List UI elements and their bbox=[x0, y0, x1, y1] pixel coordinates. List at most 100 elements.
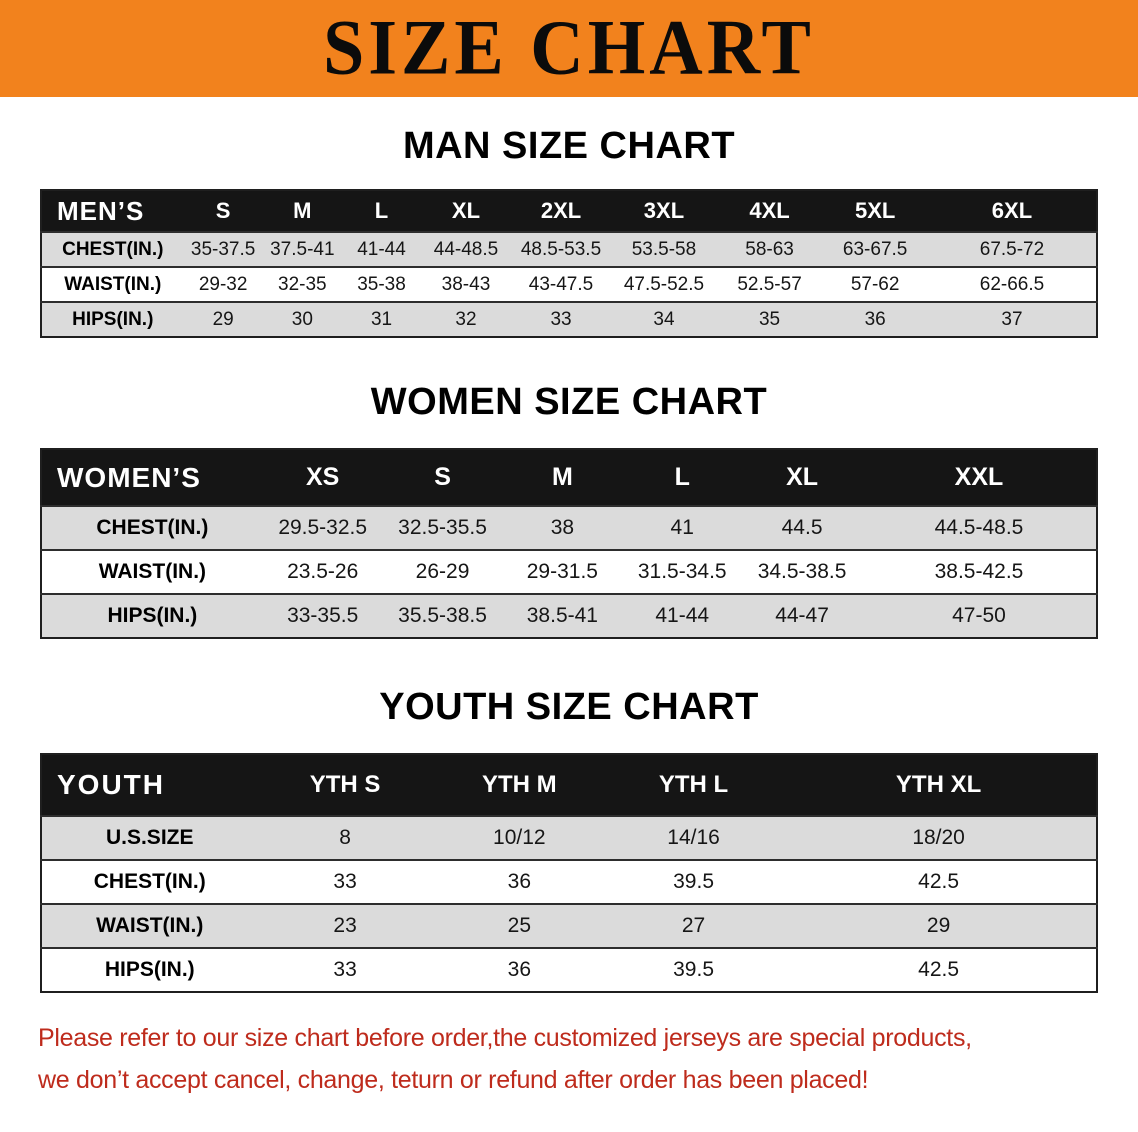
size-cell: 41-44 bbox=[655, 604, 710, 627]
size-cell: 29-32 bbox=[198, 273, 248, 295]
row-label-hips: HIPS(IN.) bbox=[72, 308, 154, 330]
size-cell: 25 bbox=[507, 914, 532, 937]
size-cell: 38.5-42.5 bbox=[934, 560, 1024, 583]
col-header-xl: XL bbox=[451, 198, 481, 223]
size-cell: 38-43 bbox=[441, 273, 491, 295]
size-cell: 27 bbox=[681, 914, 706, 937]
size-cell: 47.5-52.5 bbox=[623, 273, 705, 295]
col-header-l: L bbox=[674, 463, 690, 491]
men-size-table: MEN’S S M L XL 2XL 3XL 4XL 5XL 6XL CHEST… bbox=[40, 189, 1098, 338]
size-cell: 38 bbox=[550, 516, 575, 539]
size-cell: 32.5-35.5 bbox=[398, 516, 487, 539]
men-chest-row: CHEST(IN.) 35-37.5 37.5-41 41-44 44-48.5… bbox=[41, 232, 1097, 267]
size-cell: 30 bbox=[291, 308, 313, 330]
size-cell: 57-62 bbox=[850, 273, 900, 295]
women-size-chart-heading: WOMEN SIZE CHART bbox=[370, 381, 768, 423]
size-cell: 52.5-57 bbox=[737, 273, 802, 295]
women-table-section: WOMEN’S XS S M L XL XXL CHEST(IN.) 29.5-… bbox=[0, 448, 1138, 639]
men-waist-row: WAIST(IN.) 29-32 32-35 35-38 38-43 43-47… bbox=[41, 267, 1097, 302]
col-header-6xl: 6XL bbox=[991, 198, 1033, 223]
men-table-title: MEN’S bbox=[57, 195, 145, 226]
men-header-row: MEN’S S M L XL 2XL 3XL 4XL 5XL 6XL bbox=[41, 190, 1097, 232]
size-cell: 41 bbox=[670, 516, 694, 539]
row-label-waist: WAIST(IN.) bbox=[98, 560, 207, 583]
disclaimer-note: Please refer to our size chart before or… bbox=[0, 1017, 1138, 1101]
size-cell: 62-66.5 bbox=[979, 273, 1045, 295]
size-cell: 63-67.5 bbox=[842, 238, 908, 260]
size-cell: 29 bbox=[212, 308, 234, 330]
size-cell: 26-29 bbox=[415, 560, 470, 583]
size-cell: 36 bbox=[507, 958, 532, 981]
col-header-2xl: 2XL bbox=[540, 198, 582, 223]
size-cell: 35.5-38.5 bbox=[398, 604, 487, 627]
size-cell: 32 bbox=[455, 308, 477, 330]
size-cell: 44-47 bbox=[775, 604, 829, 627]
row-label-waist: WAIST(IN.) bbox=[64, 273, 162, 295]
row-label-chest: CHEST(IN.) bbox=[62, 238, 164, 260]
size-cell: 33 bbox=[550, 308, 572, 330]
youth-table-title: YOUTH bbox=[57, 769, 165, 800]
col-header-yth-l: YTH L bbox=[658, 771, 729, 798]
size-cell: 38.5-41 bbox=[526, 604, 598, 627]
size-cell: 29.5-32.5 bbox=[278, 516, 368, 539]
size-cell: 36 bbox=[864, 308, 886, 330]
size-cell: 35 bbox=[758, 308, 781, 330]
size-cell: 42.5 bbox=[918, 958, 960, 981]
women-chest-row: CHEST(IN.) 29.5-32.5 32.5-35.5 38 41 44.… bbox=[41, 506, 1097, 550]
women-hips-row: HIPS(IN.) 33-35.5 35.5-38.5 38.5-41 41-4… bbox=[41, 594, 1097, 638]
size-cell: 29 bbox=[926, 914, 951, 937]
women-waist-row: WAIST(IN.) 23.5-26 26-29 29-31.5 31.5-34… bbox=[41, 550, 1097, 594]
col-header-m: M bbox=[551, 463, 573, 491]
col-header-xs: XS bbox=[306, 463, 340, 491]
size-cell: 33 bbox=[333, 958, 357, 981]
size-cell: 33-35.5 bbox=[287, 604, 359, 627]
size-cell: 34 bbox=[653, 308, 675, 330]
col-header-l: L bbox=[374, 198, 389, 223]
size-cell: 8 bbox=[339, 826, 351, 849]
youth-waist-row: WAIST(IN.) 23 25 27 29 bbox=[41, 904, 1097, 948]
youth-header-row: YOUTH YTH S YTH M YTH L YTH XL bbox=[41, 754, 1097, 816]
size-cell: 44-48.5 bbox=[433, 238, 499, 260]
size-cell: 47-50 bbox=[952, 604, 1006, 627]
size-cell: 31.5-34.5 bbox=[637, 560, 727, 583]
col-header-m: M bbox=[293, 198, 312, 223]
youth-ussize-row: U.S.SIZE 8 10/12 14/16 18/20 bbox=[41, 816, 1097, 860]
size-cell: 58-63 bbox=[745, 238, 794, 260]
women-table-title: WOMEN’S bbox=[57, 461, 201, 493]
page-title: SIZE CHART bbox=[323, 4, 815, 92]
size-cell: 29-31.5 bbox=[526, 560, 598, 583]
women-header-row: WOMEN’S XS S M L XL XXL bbox=[41, 449, 1097, 506]
col-header-s: S bbox=[434, 463, 451, 491]
men-table-section: MEN’S S M L XL 2XL 3XL 4XL 5XL 6XL CHEST… bbox=[0, 189, 1138, 338]
size-cell: 53.5-58 bbox=[631, 238, 697, 260]
size-cell: 43-47.5 bbox=[528, 273, 594, 295]
youth-table-section: YOUTH YTH S YTH M YTH L YTH XL U.S.SIZE … bbox=[0, 753, 1138, 993]
size-cell: 37 bbox=[1001, 308, 1023, 330]
size-cell: 14/16 bbox=[667, 826, 720, 849]
row-label-chest: CHEST(IN.) bbox=[93, 870, 206, 893]
size-cell: 44.5-48.5 bbox=[934, 516, 1024, 539]
disclaimer-line-1: Please refer to our size chart before or… bbox=[38, 1024, 972, 1052]
youth-size-table: YOUTH YTH S YTH M YTH L YTH XL U.S.SIZE … bbox=[40, 753, 1098, 993]
size-cell: 32-35 bbox=[278, 273, 327, 295]
size-cell: 35-37.5 bbox=[190, 238, 256, 260]
size-cell: 31 bbox=[370, 308, 393, 330]
size-cell: 18/20 bbox=[912, 826, 965, 849]
col-header-xxl: XXL bbox=[954, 463, 1004, 491]
size-cell: 23.5-26 bbox=[287, 560, 359, 583]
men-hips-row: HIPS(IN.) 29 30 31 32 33 34 35 36 37 bbox=[41, 302, 1097, 337]
col-header-yth-xl: YTH XL bbox=[895, 771, 982, 798]
women-size-table: WOMEN’S XS S M L XL XXL CHEST(IN.) 29.5-… bbox=[40, 448, 1098, 639]
size-cell: 34.5-38.5 bbox=[757, 560, 847, 583]
row-label-us-size: U.S.SIZE bbox=[105, 826, 194, 849]
size-cell: 39.5 bbox=[673, 958, 714, 981]
size-cell: 48.5-53.5 bbox=[520, 238, 602, 260]
row-label-hips: HIPS(IN.) bbox=[107, 604, 198, 627]
youth-hips-row: HIPS(IN.) 33 36 39.5 42.5 bbox=[41, 948, 1097, 992]
row-label-hips: HIPS(IN.) bbox=[104, 958, 195, 981]
men-size-chart-heading: MAN SIZE CHART bbox=[402, 125, 736, 167]
col-header-xl: XL bbox=[786, 463, 819, 491]
size-cell: 36 bbox=[507, 870, 532, 893]
youth-chest-row: CHEST(IN.) 33 36 39.5 42.5 bbox=[41, 860, 1097, 904]
size-cell: 41-44 bbox=[357, 238, 406, 260]
